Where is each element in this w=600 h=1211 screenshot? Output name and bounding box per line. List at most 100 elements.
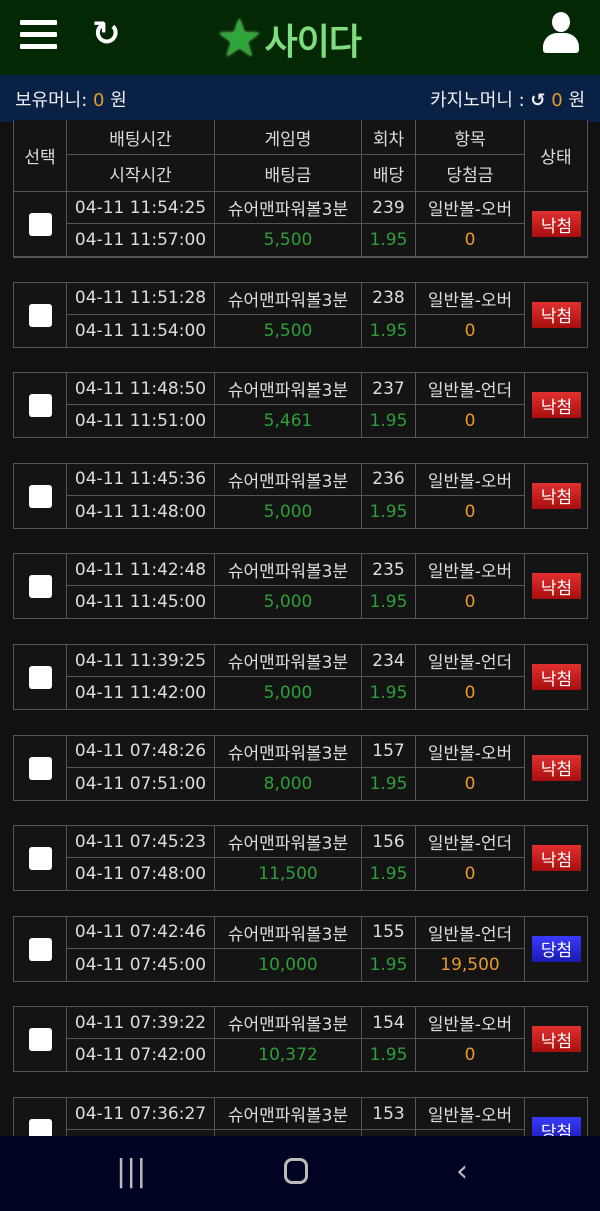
- start-time: 04-11 07:45:00: [67, 948, 215, 982]
- game-name: 슈어맨파워볼3분: [215, 282, 362, 315]
- select-cell: [14, 916, 67, 982]
- start-time: 04-11 11:51:00: [67, 405, 215, 439]
- casino-money-label: 카지노머니 :: [430, 89, 525, 111]
- user-icon[interactable]: [543, 12, 579, 54]
- round: 237: [362, 373, 416, 406]
- status-badge: 낙첨: [532, 664, 581, 690]
- game-name: 슈어맨파워볼3분: [215, 554, 362, 587]
- payout: 19,500: [416, 948, 525, 982]
- bet-amount: 5,500: [215, 314, 362, 348]
- payout: 0: [416, 405, 525, 439]
- odds: 1.95: [362, 224, 416, 257]
- select-checkbox[interactable]: [29, 847, 52, 871]
- balance-bar: 보유머니: 0 원 카지노머니 : ↺ 0 원: [0, 75, 600, 122]
- select-cell: [14, 554, 67, 620]
- select-checkbox[interactable]: [29, 575, 52, 599]
- casino-refresh-icon[interactable]: ↺: [530, 89, 546, 111]
- bet-item: 일반볼-오버: [416, 282, 525, 315]
- round: 239: [362, 192, 416, 224]
- round: 153: [362, 1098, 416, 1130]
- bet-time: 04-11 11:42:48: [67, 554, 215, 587]
- app-header: ↻ ★ 사이다: [0, 0, 600, 75]
- bet-item: 일반볼-언더: [416, 373, 525, 406]
- round: 157: [362, 735, 416, 768]
- status-badge: 당첨: [532, 935, 581, 962]
- header-bet-amount: 배팅금: [215, 155, 362, 192]
- game-name: 슈어맨파워볼3분: [215, 1098, 362, 1130]
- bet-time: 04-11 07:48:26: [67, 735, 215, 768]
- status-cell: [525, 1007, 588, 1073]
- bet-item: 일반볼-오버: [416, 1098, 525, 1130]
- bet-record: 04-11 07:48:26 04-11 07:51:00 슈어맨파워볼3분 8,00…: [13, 734, 588, 801]
- holding-money-value: 0: [93, 89, 105, 111]
- payout: 0: [416, 1039, 525, 1073]
- round: 154: [362, 1007, 416, 1040]
- odds: 1.95: [362, 1039, 416, 1073]
- back-icon[interactable]: ‹: [456, 1154, 468, 1189]
- status-cell: [525, 463, 588, 529]
- header-item: 항목: [416, 120, 525, 155]
- select-checkbox[interactable]: [29, 484, 52, 508]
- android-nav-bar: ||| ‹: [0, 1136, 600, 1211]
- select-checkbox[interactable]: [29, 937, 52, 961]
- recent-apps-icon[interactable]: |||: [116, 1154, 147, 1189]
- odds: 1.95: [362, 586, 416, 620]
- bet-record: 04-11 07:42:46 04-11 07:45:00 슈어맨파워볼3분 10,0…: [13, 915, 588, 982]
- status-cell: [525, 916, 588, 982]
- round: 235: [362, 554, 416, 587]
- status-badge: 낙첨: [532, 845, 581, 872]
- select-checkbox[interactable]: [29, 394, 52, 418]
- start-time: 04-11 07:48:00: [67, 858, 215, 892]
- bet-item: 일반볼-오버: [416, 1007, 525, 1040]
- bet-time: 04-11 11:39:25: [67, 645, 215, 677]
- status-cell: [525, 373, 588, 439]
- casino-money: 카지노머니 : ↺ 0 원: [430, 86, 585, 112]
- bet-record: 04-11 11:42:48 04-11 11:45:00 슈어맨파워볼3분 5,00…: [13, 553, 588, 620]
- select-checkbox[interactable]: [29, 756, 52, 780]
- start-time: 04-11 11:57:00: [67, 224, 215, 257]
- round: 234: [362, 645, 416, 677]
- start-time: 04-11 07:42:00: [67, 1039, 215, 1073]
- header-round: 회차: [362, 120, 416, 155]
- odds: 1.95: [362, 858, 416, 892]
- header-start-time: 시작시간: [67, 155, 215, 192]
- status-badge: 낙첨: [532, 392, 581, 419]
- logo[interactable]: ★ 사이다: [216, 13, 362, 65]
- odds: 1.95: [362, 314, 416, 348]
- select-checkbox[interactable]: [29, 1028, 52, 1052]
- status-badge: 낙첨: [532, 301, 581, 328]
- select-cell: [14, 282, 67, 348]
- status-badge: 낙첨: [532, 482, 581, 509]
- bet-record: 04-11 11:45:36 04-11 11:48:00 슈어맨파워볼3분 5,00…: [13, 462, 588, 529]
- bet-record: 04-11 11:51:28 04-11 11:54:00 슈어맨파워볼3분 5,50…: [13, 281, 588, 348]
- status-cell: [525, 735, 588, 801]
- header-status: 상태: [525, 120, 588, 192]
- select-cell: [14, 735, 67, 801]
- bet-amount: 10,000: [215, 948, 362, 982]
- header-select: 선택: [14, 120, 67, 192]
- start-time: 04-11 11:45:00: [67, 586, 215, 620]
- refresh-icon[interactable]: ↻: [92, 14, 121, 54]
- logo-text: 사이다: [264, 22, 362, 63]
- hamburger-icon[interactable]: [20, 20, 57, 52]
- select-cell: [14, 373, 67, 439]
- start-time: 04-11 11:48:00: [67, 495, 215, 529]
- header-payout: 당첨금: [416, 155, 525, 192]
- bet-amount: 11,500: [215, 858, 362, 892]
- start-time: 04-11 07:51:00: [67, 767, 215, 801]
- header-bet-time: 배팅시간: [67, 120, 215, 155]
- payout: 0: [416, 767, 525, 801]
- home-icon[interactable]: [284, 1158, 308, 1184]
- select-checkbox[interactable]: [29, 213, 52, 236]
- odds: 1.95: [362, 405, 416, 439]
- select-checkbox[interactable]: [29, 666, 52, 689]
- game-name: 슈어맨파워볼3분: [215, 916, 362, 949]
- round: 236: [362, 463, 416, 496]
- header-odds: 배당: [362, 155, 416, 192]
- select-checkbox[interactable]: [29, 303, 52, 327]
- select-cell: [14, 1007, 67, 1073]
- holding-money: 보유머니: 0 원: [15, 86, 127, 112]
- bet-amount: 5,000: [215, 677, 362, 710]
- start-time: 04-11 11:42:00: [67, 677, 215, 710]
- bet-time: 04-11 11:51:28: [67, 282, 215, 315]
